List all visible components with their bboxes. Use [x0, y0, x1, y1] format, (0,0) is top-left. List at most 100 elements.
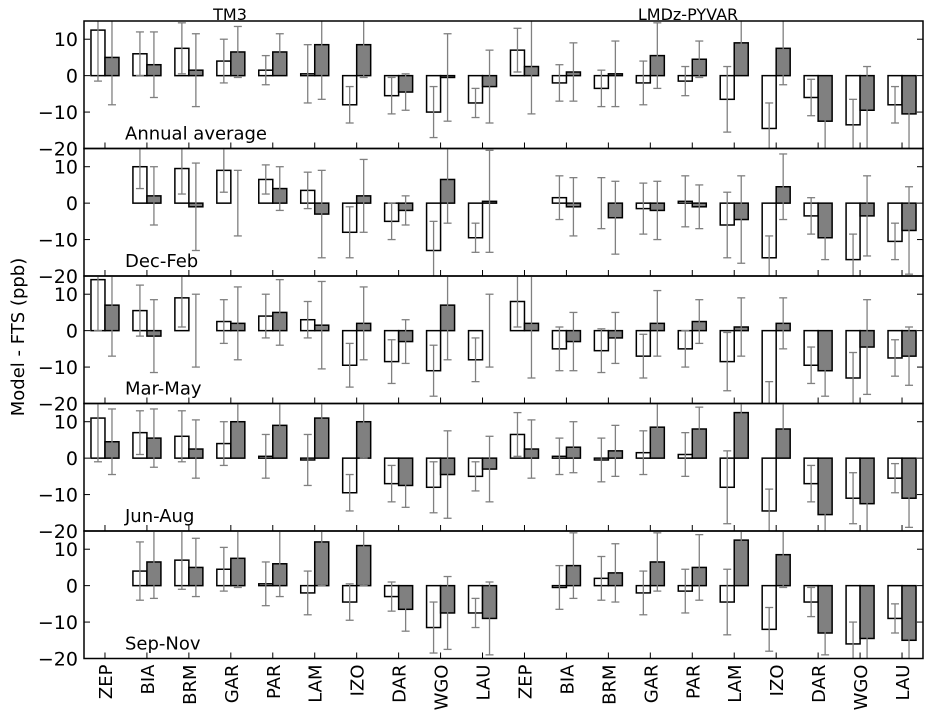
- y-tick-label: 10: [54, 539, 78, 561]
- lmdz-wgo-8-errorbar: [443, 33, 452, 122]
- tm3-lau-9-errorbar: [471, 222, 480, 253]
- tm3-par-14-errorbar: [681, 175, 690, 228]
- y-tick-label: −10: [38, 612, 78, 634]
- lmdz-wgo-8-errorbar: [443, 148, 452, 224]
- tm3-izo-6-errorbar: [345, 206, 354, 259]
- tm3-lam-5-errorbar: [303, 433, 312, 487]
- tm3-lau-9-errorbar: [471, 597, 480, 629]
- tm3-wgo-8-errorbar: [429, 461, 438, 514]
- lmdz-wgo-18-errorbar: [863, 466, 872, 531]
- tm3-bia-11-errorbar: [555, 437, 564, 476]
- tm3-zep-10-errorbar: [513, 276, 522, 328]
- tm3-gar-3-errorbar: [219, 421, 228, 467]
- x-tick-label: WGO: [851, 665, 872, 711]
- y-tick-label: −20: [38, 394, 78, 416]
- tm3-lam-15-errorbar: [723, 450, 732, 525]
- lmdz-brm-12-errorbar: [611, 180, 620, 255]
- tm3-lau-19-errorbar: [891, 222, 900, 261]
- tm3-zep-0-errorbar: [93, 276, 102, 332]
- tm3-dar-7-errorbar: [387, 464, 396, 503]
- tm3-par-4-errorbar: [261, 561, 270, 607]
- lmdz-brm-12-errorbar: [611, 311, 620, 365]
- lmdz-lau-9-errorbar: [485, 293, 494, 368]
- tm3-izo-16-errorbar: [765, 235, 774, 276]
- y-tick-label: 10: [54, 284, 78, 306]
- tm3-dar-17-errorbar: [807, 464, 816, 503]
- lmdz-dar-17-errorbar: [821, 610, 830, 656]
- y-tick-label: −20: [38, 266, 78, 288]
- tm3-brm-2-errorbar: [177, 276, 186, 328]
- tm3-brm-12-errorbar: [597, 437, 606, 483]
- tm3-bia-1-errorbar: [135, 541, 144, 601]
- x-tick-label: BRM: [180, 665, 201, 705]
- lmdz-zep-10-errorbar: [527, 21, 536, 115]
- lmdz-wgo-18-errorbar: [863, 65, 872, 149]
- lmdz-brm-2-errorbar: [191, 537, 200, 598]
- panel-4: −20 −10 0 10 Sep-Nov: [38, 530, 924, 671]
- tm3-lam-15-errorbar: [723, 331, 732, 392]
- tm3-gar-13-errorbar: [639, 570, 648, 616]
- x-tick-label: PAR: [264, 665, 285, 700]
- tm3-lam-5-errorbar: [303, 570, 312, 616]
- tm3-zep-0-errorbar: [93, 403, 102, 463]
- tm3-dar-17-errorbar: [807, 586, 816, 618]
- tm3-gar-13-errorbar: [639, 182, 648, 235]
- tm3-izo-6-errorbar: [345, 583, 354, 621]
- tm3-lau-9-errorbar: [471, 337, 480, 383]
- tm3-izo-6-errorbar: [345, 473, 354, 512]
- tm3-par-4-errorbar: [261, 164, 270, 195]
- x-tick-label: PAR: [683, 665, 704, 700]
- tm3-par-14-errorbar: [681, 568, 690, 614]
- tm3-izo-6-errorbar: [345, 85, 354, 124]
- y-tick-label: −20: [38, 139, 78, 161]
- tm3-izo-16-errorbar: [765, 380, 774, 404]
- lmdz-dar-7-errorbar: [401, 73, 410, 111]
- lmdz-bia-1-errorbar: [149, 166, 158, 226]
- x-tick-label: BIA: [557, 664, 578, 695]
- lmdz-izo-6-errorbar: [359, 531, 368, 587]
- x-tick-label: DAR: [809, 665, 830, 703]
- lmdz-dar-7-errorbar: [401, 195, 410, 226]
- lmdz-gar-13-errorbar: [653, 180, 662, 241]
- tm3-gar-3-errorbar: [219, 38, 228, 84]
- tm3-gar-13-errorbar: [639, 430, 648, 476]
- tm3-gar-3-errorbar: [219, 148, 228, 193]
- x-tick-label: GAR: [641, 665, 662, 704]
- lmdz-wgo-18-errorbar: [863, 299, 872, 396]
- y-tick-label: −20: [38, 521, 78, 543]
- y-tick-label: −10: [38, 357, 78, 379]
- lmdz-par-14-errorbar: [695, 299, 704, 345]
- tm3-lam-15-errorbar: [723, 568, 732, 636]
- lmdz-izo-16-errorbar: [779, 21, 788, 86]
- lmdz-lam-15-errorbar: [737, 21, 746, 70]
- lmdz-dar-17-errorbar: [821, 492, 830, 531]
- tm3-bia-11-errorbar: [555, 326, 564, 372]
- lmdz-gar-3-errorbar: [233, 169, 242, 237]
- lmdz-lam-15-errorbar: [737, 175, 746, 264]
- lmdz-gar-13-errorbar: [653, 532, 662, 592]
- y-tick-label: 0: [66, 66, 78, 88]
- lmdz-lam-5-errorbar: [317, 169, 326, 259]
- lmdz-izo-16-errorbar: [779, 153, 788, 221]
- lmdz-izo-16-errorbar: [779, 531, 788, 589]
- lmdz-par-14-errorbar: [695, 40, 704, 79]
- tm3-brm-12-errorbar: [597, 328, 606, 374]
- x-tick-label: LAU: [474, 665, 495, 701]
- tm3-dar-7-errorbar: [387, 76, 396, 115]
- tm3-par-4-errorbar: [261, 54, 270, 86]
- lmdz-brm-2-errorbar: [191, 293, 200, 368]
- lmdz-lam-15-errorbar: [737, 531, 746, 578]
- tm3-lam-15-errorbar: [723, 191, 732, 259]
- x-tick-label: LAU: [893, 665, 914, 701]
- tm3-bia-1-errorbar: [135, 148, 144, 190]
- model-label-lmdz-pyvar: LMDz-PYVAR: [638, 5, 738, 24]
- tm3-brm-12-errorbar: [597, 69, 606, 108]
- tm3-dar-7-errorbar: [387, 202, 396, 241]
- tm3-brm-12-errorbar: [597, 176, 606, 230]
- tm3-bia-1-errorbar: [135, 410, 144, 456]
- lmdz-par-4-errorbar: [275, 278, 284, 346]
- tm3-dar-17-errorbar: [807, 197, 816, 235]
- lmdz-izo-6-errorbar: [359, 158, 368, 233]
- lmdz-par-14-errorbar: [695, 533, 704, 601]
- y-tick-label: 10: [54, 157, 78, 179]
